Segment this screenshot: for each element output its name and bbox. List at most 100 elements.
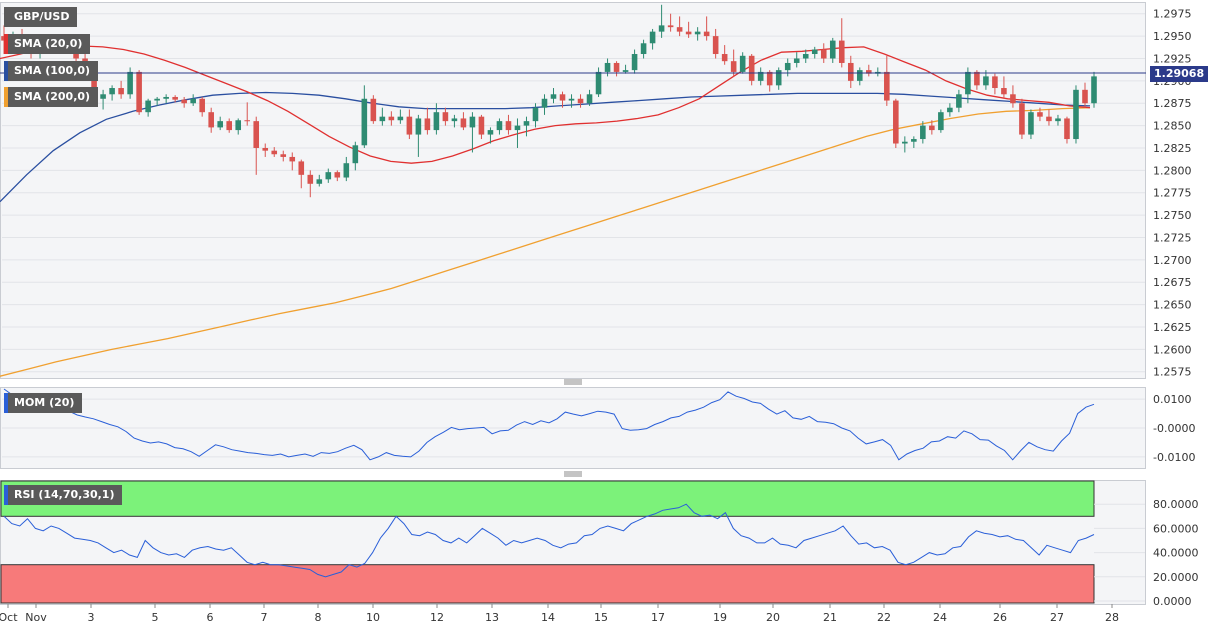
candle-body — [568, 98, 575, 101]
candle-body — [622, 70, 629, 72]
candle — [532, 103, 539, 128]
candle — [1001, 76, 1007, 99]
sma200-line — [0, 107, 1091, 377]
candle — [1055, 114, 1061, 126]
sma20-tag[interactable]: SMA (20,0) — [4, 34, 91, 54]
candle-body — [271, 150, 278, 155]
candle — [658, 4, 665, 38]
candle — [514, 118, 521, 148]
candle-body — [1019, 103, 1025, 135]
candle-body — [893, 100, 899, 144]
candle — [550, 88, 557, 104]
candle-body — [190, 98, 196, 104]
candle — [424, 107, 431, 135]
candle-body — [757, 71, 764, 81]
candle — [523, 116, 530, 137]
candle — [811, 46, 818, 59]
candle — [748, 54, 755, 86]
candle-body — [505, 121, 512, 131]
candle — [244, 102, 251, 126]
candle — [343, 156, 350, 182]
candle-body — [793, 58, 800, 63]
candle — [181, 96, 187, 108]
candle — [1046, 109, 1052, 126]
price-tick-label: 1.2600 — [1153, 343, 1192, 356]
price-tick-label: 1.2850 — [1153, 120, 1192, 133]
mom-tick-label: 0.0100 — [1153, 393, 1192, 406]
candle — [253, 116, 260, 175]
symbol-tag[interactable]: GBP/USD — [4, 7, 78, 27]
candle — [1073, 85, 1079, 144]
x-tick-label: 6 — [207, 611, 214, 624]
x-tick-label: 20 — [766, 611, 780, 624]
candle — [208, 107, 214, 133]
sma200-tag[interactable]: SMA (200,0) — [4, 87, 99, 107]
price-tick-label: 1.2800 — [1153, 164, 1192, 177]
candle-body — [721, 54, 728, 62]
rsi-line — [3, 503, 1095, 578]
candle — [1037, 107, 1043, 122]
x-tick-label: 28 — [1105, 611, 1119, 624]
candle-body — [1037, 112, 1043, 117]
candle-body — [829, 40, 836, 59]
candle-body — [992, 76, 998, 89]
candle-body — [1073, 89, 1079, 140]
candle — [920, 121, 926, 144]
candle-body — [118, 88, 124, 95]
candle — [406, 109, 413, 140]
candle — [613, 61, 620, 77]
candle — [325, 168, 332, 183]
x-tick-label: 7 — [261, 611, 268, 624]
candle — [379, 107, 386, 126]
candle-body — [730, 61, 737, 72]
candle-body — [631, 54, 638, 71]
candle — [109, 85, 115, 101]
price-tick-label: 1.2825 — [1153, 142, 1192, 155]
last-price-tag: 1.29068 — [1150, 66, 1209, 82]
candle — [352, 141, 359, 171]
candle — [370, 95, 377, 124]
mom-tag[interactable]: MOM (20) — [4, 393, 83, 413]
candle-body — [866, 70, 872, 74]
candle — [262, 143, 269, 157]
rsi-tag[interactable]: RSI (14,70,30,1) — [4, 485, 123, 505]
panel-resize-handle[interactable] — [564, 471, 582, 477]
candle — [289, 152, 296, 171]
candle-body — [613, 62, 620, 72]
candle — [559, 91, 566, 108]
candle-body — [766, 71, 773, 86]
candle-body — [703, 31, 710, 37]
x-tick-label: 13 — [485, 611, 499, 624]
candle — [595, 67, 602, 97]
candle-body — [262, 147, 269, 151]
candle — [649, 28, 656, 50]
sma100-tag[interactable]: SMA (100,0) — [4, 61, 99, 81]
candle — [866, 64, 872, 77]
candle — [298, 159, 305, 189]
candle — [100, 89, 106, 110]
x-tick-label: 27 — [1050, 611, 1064, 624]
candle-body — [199, 98, 205, 113]
x-tick-label: Nov — [25, 611, 47, 624]
price-tick-label: 1.2775 — [1153, 187, 1192, 200]
panel-resize-handle[interactable] — [564, 379, 582, 385]
rsi-oversold-zone — [0, 564, 1095, 604]
candle — [721, 45, 728, 65]
price-tick-label: 1.2675 — [1153, 276, 1192, 289]
candle-body — [658, 25, 665, 32]
candle — [199, 96, 205, 117]
candle-body — [280, 154, 287, 157]
candle-body — [649, 31, 656, 44]
price-panel — [0, 2, 1146, 379]
candle-body — [811, 49, 818, 55]
candle — [902, 136, 908, 153]
candle — [1064, 116, 1070, 144]
candle — [586, 89, 593, 106]
candle — [388, 111, 395, 126]
price-tick-label: 1.2750 — [1153, 209, 1192, 222]
candle — [847, 55, 854, 89]
candle-body — [965, 71, 971, 95]
candle — [1010, 85, 1016, 108]
candle — [505, 114, 512, 135]
candle-body — [172, 96, 178, 100]
